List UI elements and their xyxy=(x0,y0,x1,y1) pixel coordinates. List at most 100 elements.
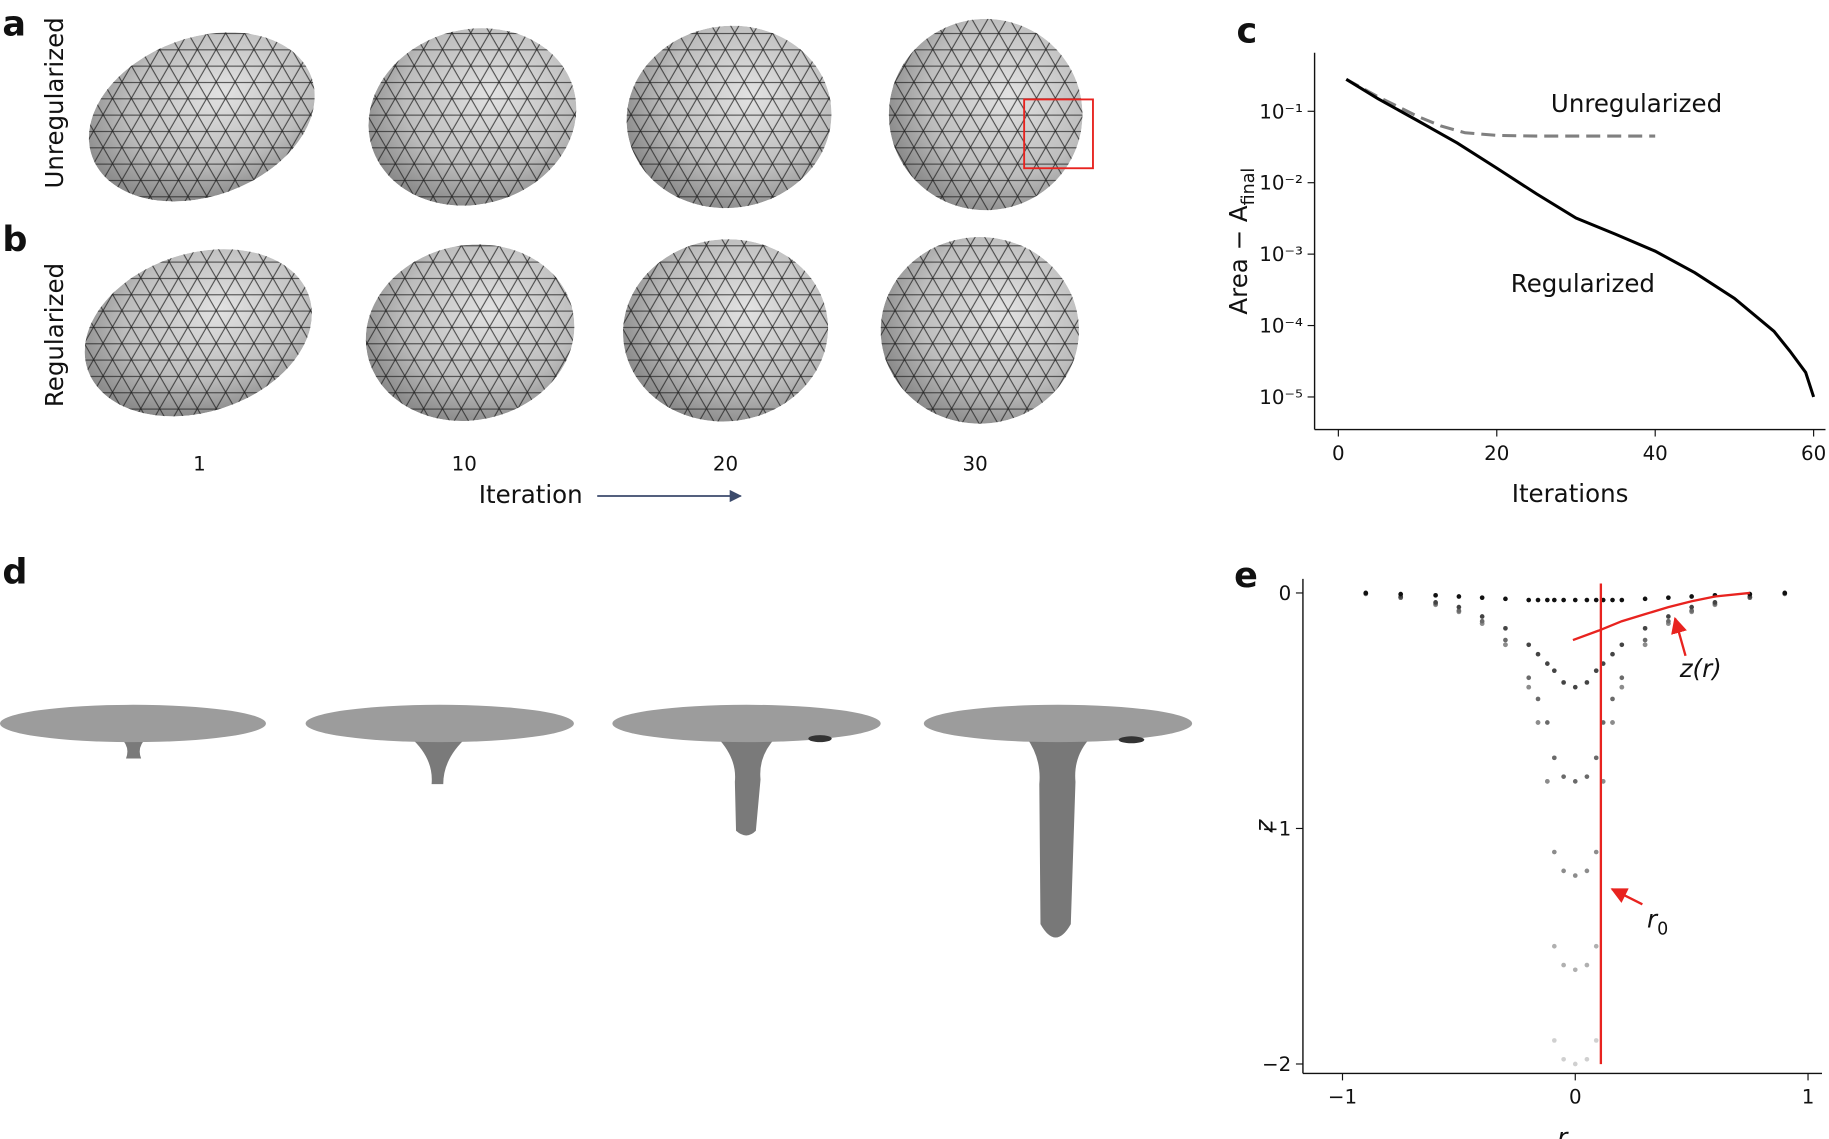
iteration-label: 1 xyxy=(193,452,206,475)
point xyxy=(1535,720,1541,725)
annotation-text: z(r) xyxy=(1679,654,1722,683)
fit-curve xyxy=(1572,591,1750,642)
point xyxy=(1610,720,1615,725)
point xyxy=(1363,590,1369,596)
mesh-lines xyxy=(613,229,838,432)
point xyxy=(1456,594,1462,599)
mesh-ellipsoid xyxy=(69,227,327,438)
point xyxy=(1545,661,1550,666)
x-axis-label: Iterations xyxy=(1512,479,1629,508)
point xyxy=(1479,595,1485,601)
y-tick-label: 10⁻⁴ xyxy=(1259,315,1303,338)
point xyxy=(1572,597,1578,603)
series-line xyxy=(1345,78,1816,398)
point xyxy=(1551,597,1557,603)
point xyxy=(1584,962,1590,968)
point xyxy=(1479,614,1485,619)
x-tick-label: 1 xyxy=(1802,1086,1815,1109)
point xyxy=(1584,774,1590,779)
point xyxy=(1551,849,1557,855)
panel-label: d xyxy=(2,552,27,592)
mesh-lines xyxy=(614,12,844,222)
point xyxy=(1642,637,1648,643)
y-tick-label: −1 xyxy=(1262,817,1291,840)
y-axis-label-text: Area − A xyxy=(1224,205,1253,314)
point xyxy=(1610,696,1615,702)
annotation-text: r xyxy=(1647,905,1659,934)
point xyxy=(1526,642,1532,648)
point xyxy=(1561,774,1566,779)
annotation: r0 xyxy=(1647,905,1668,940)
point xyxy=(1572,967,1578,973)
point xyxy=(1619,642,1625,648)
point xyxy=(1561,680,1566,685)
annotation-subscript: 0 xyxy=(1657,920,1668,940)
x-tick-label: 60 xyxy=(1801,442,1826,465)
point xyxy=(1642,596,1648,602)
point xyxy=(1666,614,1671,619)
point xyxy=(1561,597,1566,603)
point xyxy=(1666,618,1671,624)
mesh-lines xyxy=(69,227,327,438)
point xyxy=(1561,962,1566,968)
point xyxy=(1584,597,1590,603)
series-label: Regularized xyxy=(1511,269,1655,298)
highlight-box xyxy=(1023,98,1094,170)
iteration-label: 20 xyxy=(713,452,738,475)
y-axis-label: z xyxy=(1250,819,1279,834)
point xyxy=(1545,597,1550,603)
point xyxy=(1503,637,1508,643)
point xyxy=(1642,625,1648,631)
point xyxy=(1572,873,1578,878)
mesh-ellipsoid xyxy=(613,229,838,432)
point xyxy=(1526,597,1532,603)
point xyxy=(1593,1038,1599,1043)
x-tick-label: 0 xyxy=(1569,1086,1582,1109)
point xyxy=(1535,651,1541,657)
point xyxy=(1456,604,1462,610)
point xyxy=(1561,868,1566,874)
point xyxy=(1551,943,1557,949)
point xyxy=(1782,590,1788,596)
y-tick-label: 10⁻¹ xyxy=(1259,100,1303,123)
point xyxy=(1593,849,1599,855)
series-label: Unregularized xyxy=(1551,89,1722,118)
point xyxy=(1398,591,1404,597)
mesh-lines xyxy=(348,11,597,222)
point xyxy=(1572,684,1578,690)
point xyxy=(1535,597,1541,603)
point xyxy=(1619,597,1625,603)
y-tick-label: 10⁻³ xyxy=(1259,243,1303,266)
point xyxy=(1551,755,1557,761)
point xyxy=(1545,779,1550,784)
series-line xyxy=(1345,78,1656,138)
point xyxy=(1689,604,1694,610)
mesh-ellipsoid xyxy=(73,11,331,222)
point xyxy=(1593,755,1599,761)
point xyxy=(1545,720,1550,725)
point xyxy=(1572,779,1578,784)
point xyxy=(1593,943,1599,949)
annotation-arrow xyxy=(1610,888,1643,906)
x-tick-label: 20 xyxy=(1484,442,1509,465)
mesh-lines xyxy=(888,18,1083,211)
mesh-ellipsoid xyxy=(880,237,1079,424)
mesh-ellipsoid xyxy=(614,12,844,222)
iteration-axis-label: Iteration xyxy=(479,480,583,509)
point xyxy=(1503,625,1508,631)
point xyxy=(1584,868,1590,874)
y-axis-label-subscript: final xyxy=(1239,168,1259,206)
point xyxy=(1689,594,1694,599)
funnel-panels xyxy=(0,704,1193,938)
point xyxy=(1610,597,1615,603)
point xyxy=(1479,618,1485,624)
point xyxy=(1689,608,1694,613)
mesh-lines xyxy=(349,227,591,438)
point xyxy=(1526,684,1532,690)
point xyxy=(1712,600,1718,605)
point xyxy=(1503,642,1508,648)
point xyxy=(1572,1061,1578,1067)
mesh-ellipsoid xyxy=(349,227,591,438)
panel-label: a xyxy=(2,4,26,44)
